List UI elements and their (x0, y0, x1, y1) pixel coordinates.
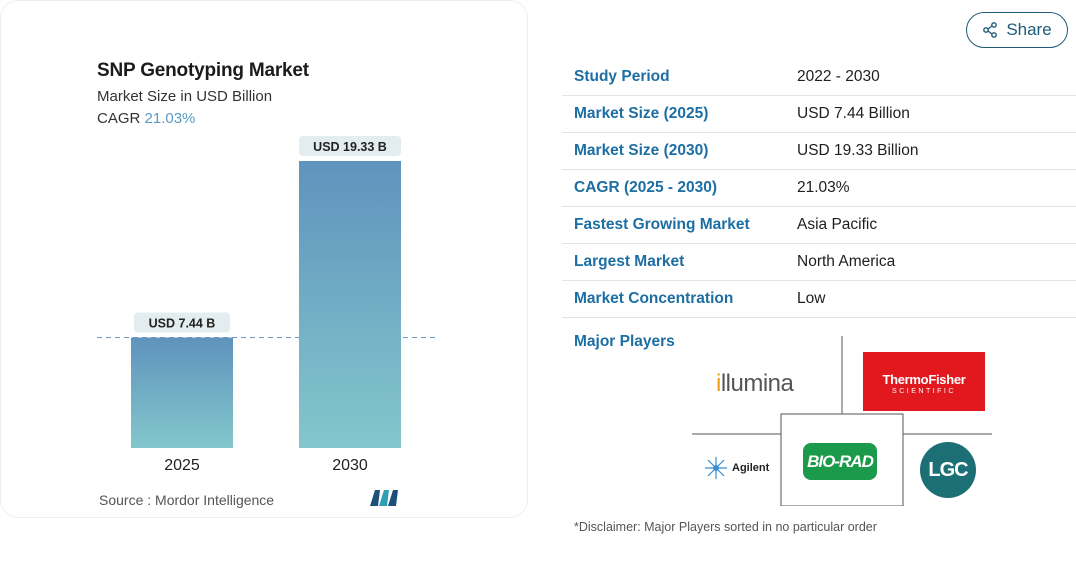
table-row: Largest Market North America (562, 244, 1076, 281)
table-row: Market Size (2025) USD 7.44 Billion (562, 96, 1076, 133)
major-players-label: Major Players (574, 333, 675, 350)
share-icon (983, 22, 998, 38)
illumina-logo: illumina (716, 370, 794, 398)
x-tick-label: 2025 (164, 457, 200, 474)
agilent-spark-icon (705, 457, 727, 479)
chart-subtitle: Market Size in USD Billion (97, 88, 273, 105)
illumina-logo-mark: i (716, 370, 721, 397)
share-button[interactable]: Share (966, 12, 1068, 48)
row-value: Asia Pacific (797, 216, 878, 233)
row-value: USD 19.33 Billion (797, 142, 919, 159)
x-tick-label: 2030 (332, 457, 368, 474)
bar-chart: USD 7.44 B 2025 USD 19.33 B 2030 (97, 136, 439, 474)
thermofisher-logo-name: ThermoFisher (882, 372, 966, 387)
major-players-logos: illumina ThermoFisher SCIENTIFIC Agilent… (692, 336, 992, 506)
cagr-value: 21.03% (144, 110, 196, 127)
chart-cagr: CAGR 21.03% (97, 110, 195, 127)
table-row: Market Size (2030) USD 19.33 Billion (562, 133, 1076, 170)
row-key: Largest Market (574, 253, 685, 270)
table-row: Fastest Growing Market Asia Pacific (562, 207, 1076, 244)
chart-title: SNP Genotyping Market (97, 60, 309, 81)
value-label-bg (299, 136, 401, 156)
agilent-logo-text: Agilent (732, 462, 770, 474)
chart-card: SNP Genotyping Market Market Size in USD… (0, 0, 528, 518)
disclaimer-text: *Disclaimer: Major Players sorted in no … (574, 520, 877, 534)
row-key: Fastest Growing Market (574, 216, 750, 233)
table-row: Study Period 2022 - 2030 (562, 59, 1076, 96)
mordor-intelligence-logo-icon (370, 490, 398, 506)
logo-grid-lines (692, 336, 992, 506)
cagr-label: CAGR (97, 110, 141, 127)
row-key: CAGR (2025 - 2030) (574, 179, 718, 196)
row-value: North America (797, 253, 896, 270)
thermofisher-logo: ThermoFisher SCIENTIFIC (863, 352, 985, 411)
row-key: Market Concentration (574, 290, 734, 307)
agilent-logo: Agilent (704, 456, 769, 480)
thermofisher-logo-sub: SCIENTIFIC (892, 388, 956, 395)
illumina-logo-text: llumina (720, 370, 794, 397)
row-key: Market Size (2025) (574, 105, 709, 122)
value-label: USD 7.44 B (149, 317, 216, 331)
row-value: 2022 - 2030 (797, 68, 880, 85)
bar-2025 (131, 337, 233, 448)
row-key: Study Period (574, 68, 670, 85)
biorad-logo: BIO-RAD (803, 443, 877, 480)
value-label: USD 19.33 B (313, 140, 387, 154)
row-key: Market Size (2030) (574, 142, 709, 159)
market-info-table: Study Period 2022 - 2030 Market Size (20… (562, 59, 1076, 318)
bar-2030 (299, 161, 401, 448)
table-row: CAGR (2025 - 2030) 21.03% (562, 170, 1076, 207)
chart-source: Source : Mordor Intelligence (99, 492, 275, 508)
table-row: Market Concentration Low (562, 281, 1076, 318)
share-label: Share (1006, 20, 1052, 39)
row-value: Low (797, 290, 826, 307)
row-value: 21.03% (797, 179, 850, 196)
value-label-bg (134, 312, 230, 333)
row-value: USD 7.44 Billion (797, 105, 910, 122)
lgc-logo: LGC (920, 442, 976, 498)
